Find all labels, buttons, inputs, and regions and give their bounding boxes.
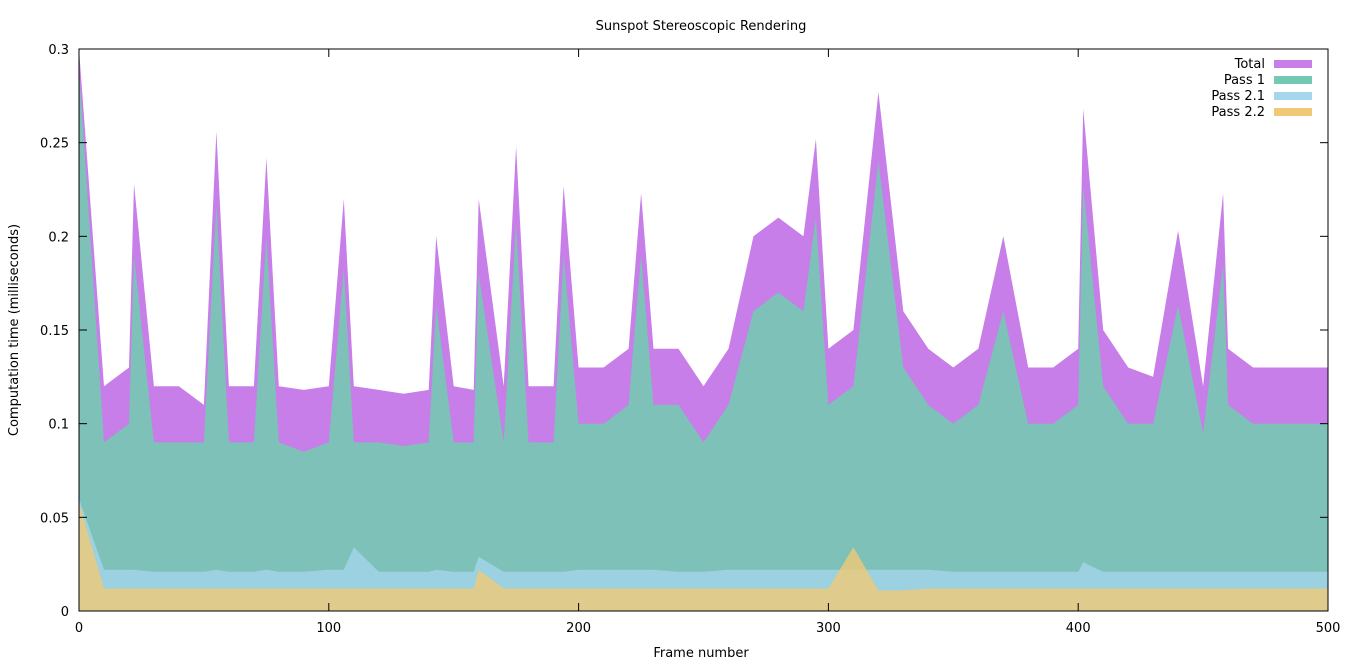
x-tick-label: 100 bbox=[316, 621, 341, 636]
x-tick-label: 200 bbox=[566, 621, 591, 636]
y-tick-label: 0.3 bbox=[48, 43, 69, 58]
legend-label: Total bbox=[1234, 57, 1265, 72]
legend-label: Pass 1 bbox=[1224, 73, 1265, 88]
legend-swatch bbox=[1274, 60, 1312, 68]
y-tick-label: 0.25 bbox=[40, 137, 69, 152]
area-pass-1 bbox=[79, 67, 1328, 611]
y-tick-label: 0.1 bbox=[48, 418, 69, 433]
legend-label: Pass 2.1 bbox=[1211, 89, 1265, 104]
x-axis: 0 100 200 300 400 500 bbox=[75, 49, 1341, 636]
legend-swatch bbox=[1274, 92, 1312, 100]
legend-label: Pass 2.2 bbox=[1211, 105, 1265, 120]
area-pass-2-1 bbox=[79, 498, 1328, 611]
y-axis-label: Computation time (milliseconds) bbox=[7, 224, 22, 436]
x-axis-label: Frame number bbox=[653, 646, 749, 661]
area-layers bbox=[79, 49, 1328, 611]
chart-title: Sunspot Stereoscopic Rendering bbox=[596, 19, 807, 34]
legend-swatch bbox=[1274, 76, 1312, 84]
x-tick-label: 300 bbox=[816, 621, 841, 636]
y-tick-label: 0.15 bbox=[40, 324, 69, 339]
y-axis: 0 0.05 0.1 0.15 0.2 0.25 0.3 bbox=[40, 43, 1328, 620]
y-tick-label: 0.05 bbox=[40, 511, 69, 526]
x-tick-label: 500 bbox=[1316, 621, 1341, 636]
legend-swatch bbox=[1274, 108, 1312, 116]
x-tick-label: 0 bbox=[75, 621, 83, 636]
y-tick-label: 0.2 bbox=[48, 230, 69, 245]
x-tick-label: 400 bbox=[1066, 621, 1091, 636]
area-pass-2-2 bbox=[79, 502, 1328, 611]
y-tick-label: 0 bbox=[61, 605, 69, 620]
